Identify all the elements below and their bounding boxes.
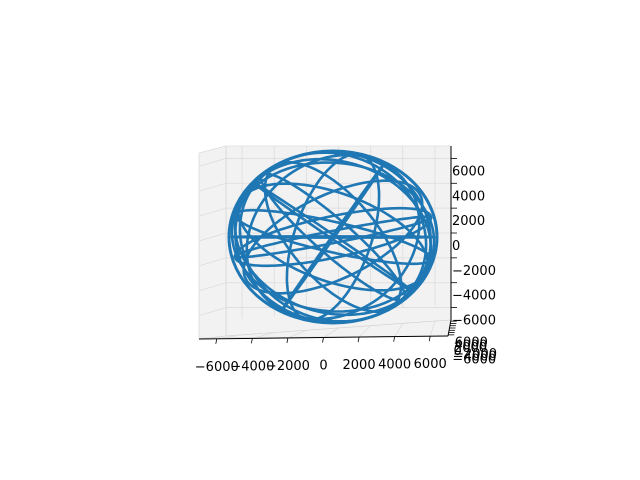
gridline-z-left — [198, 158, 227, 167]
x-tick-mark — [286, 337, 289, 344]
x-tick-mark — [393, 336, 396, 342]
gridline-x-floor — [216, 334, 243, 340]
z-tick-label: −2000 — [452, 264, 496, 279]
trajectory-line — [259, 172, 407, 302]
gridline-z-left — [198, 232, 227, 242]
gridline-z-left — [198, 282, 227, 292]
gridline-x-floor — [394, 323, 404, 337]
x-tick-mark — [215, 338, 218, 344]
x-tick-labels: −6000−4000−2000 0 2000 4000 6000 — [195, 336, 447, 375]
gridline-z-left — [198, 307, 227, 316]
x-tick-label: 2000 — [343, 358, 376, 373]
z-tick-label: 6000 — [452, 164, 485, 179]
trajectory-line — [230, 161, 436, 313]
gridline-z-left — [198, 257, 227, 267]
gridline-z-left — [198, 207, 227, 217]
gridline-x-floor — [358, 325, 371, 338]
trajectory-line — [242, 179, 424, 295]
x-tick-label: −2000 — [266, 359, 310, 374]
left-pane — [198, 145, 227, 340]
y-tick-label: −2000 — [453, 347, 497, 362]
z-tick-label: −6000 — [452, 314, 496, 329]
gridline-x-floor — [252, 332, 275, 339]
x-tick-mark — [322, 337, 324, 343]
gridline-z-left — [198, 182, 227, 192]
x-tick-label: −4000 — [230, 359, 274, 374]
z-tick-label: 2000 — [452, 214, 485, 229]
x-tick-label: 0 — [319, 359, 327, 374]
x-tick-label: −6000 — [195, 360, 239, 375]
trajectory-line — [245, 153, 421, 321]
z-tick-label: 4000 — [452, 189, 485, 204]
gridline-x-floor — [429, 321, 436, 337]
y-tick-label: 4000 — [454, 338, 487, 353]
trajectory-line — [285, 153, 381, 321]
y-tick-label: 0 — [454, 344, 462, 359]
z-tick-label: −4000 — [452, 289, 496, 304]
y-tick-label: −6000 — [452, 353, 496, 368]
y-tick-label: 6000 — [455, 335, 488, 350]
z-tick-labels: −6000 −4000 −2000 0 2000 4000 6000 — [451, 158, 496, 329]
x-tick-mark — [428, 336, 431, 342]
x-tick-label: 6000 — [414, 357, 447, 372]
trajectory-line — [233, 206, 433, 268]
x-tick-label: 4000 — [378, 358, 411, 373]
z-tick-label: 0 — [452, 239, 460, 254]
trajectory-outline — [227, 149, 439, 325]
trajectory-series — [227, 149, 439, 325]
y-tick-label: 2000 — [454, 341, 487, 356]
y-tick-label: −4000 — [453, 350, 497, 365]
gridline-x-floor — [323, 327, 339, 338]
x-tick-mark — [250, 338, 253, 344]
gridline-x-floor — [287, 330, 307, 339]
x-tick-mark — [357, 336, 360, 343]
